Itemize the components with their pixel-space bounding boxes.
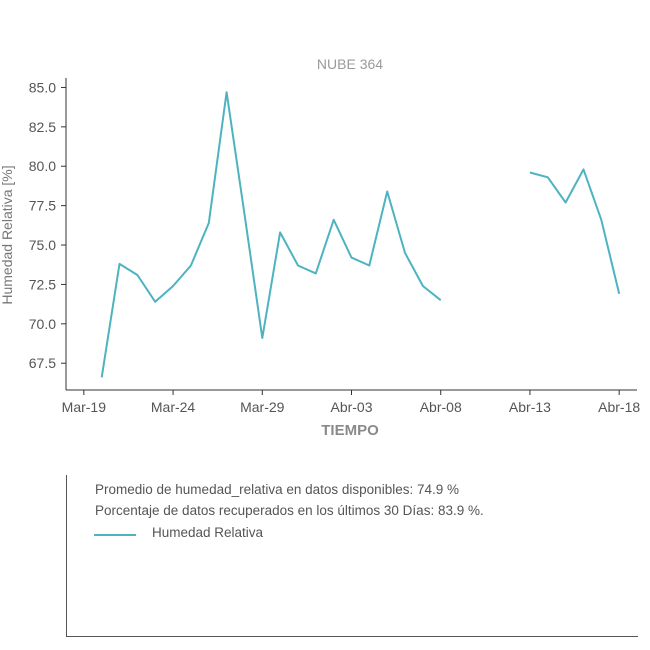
x-tick-label: Abr-08 — [420, 399, 462, 415]
legend-swatch — [94, 534, 136, 536]
average-note: Promedio de humedad_relativa en datos di… — [95, 482, 459, 497]
y-axis: 67.5 70.0 72.5 75.0 77.5 80.0 82.5 85.0 — [29, 78, 67, 390]
y-tick-label: 70.0 — [29, 316, 56, 332]
x-tick-label: Abr-13 — [509, 399, 551, 415]
recovered-note: Porcentaje de datos recuperados en los ú… — [95, 503, 484, 518]
y-tick-label: 82.5 — [29, 119, 56, 135]
x-tick-label: Mar-19 — [62, 399, 107, 415]
x-tick-label: Mar-29 — [240, 399, 285, 415]
x-tick-label: Mar-24 — [151, 399, 196, 415]
x-tick-label: Abr-18 — [598, 399, 640, 415]
y-tick-label: 80.0 — [29, 158, 56, 174]
y-axis-label: Humedad Relativa [%] — [0, 165, 15, 304]
series-group — [100, 91, 621, 378]
y-tick-label: 85.0 — [29, 79, 56, 95]
x-tick-label: Abr-03 — [330, 399, 372, 415]
y-tick-label: 77.5 — [29, 198, 56, 214]
x-axis: Mar-19 Mar-24 Mar-29 Abr-03 Abr-08 Abr-13 Abr-… — [62, 389, 640, 415]
notes-panel: Promedio de humedad_relativa en datos di… — [66, 475, 638, 637]
chart-title: NUBE 364 — [317, 56, 383, 72]
y-tick-label: 72.5 — [29, 276, 56, 292]
series-line-segment — [100, 91, 442, 378]
series-line-segment — [529, 168, 621, 295]
x-axis-label: TIEMPO — [321, 422, 379, 439]
y-tick-label: 67.5 — [29, 355, 56, 371]
legend-label: Humedad Relativa — [152, 525, 264, 540]
y-tick-label: 75.0 — [29, 237, 56, 253]
line-chart: NUBE 364 67.5 70.0 72.5 75.0 77.5 80.0 82.5 85.… — [0, 56, 640, 439]
